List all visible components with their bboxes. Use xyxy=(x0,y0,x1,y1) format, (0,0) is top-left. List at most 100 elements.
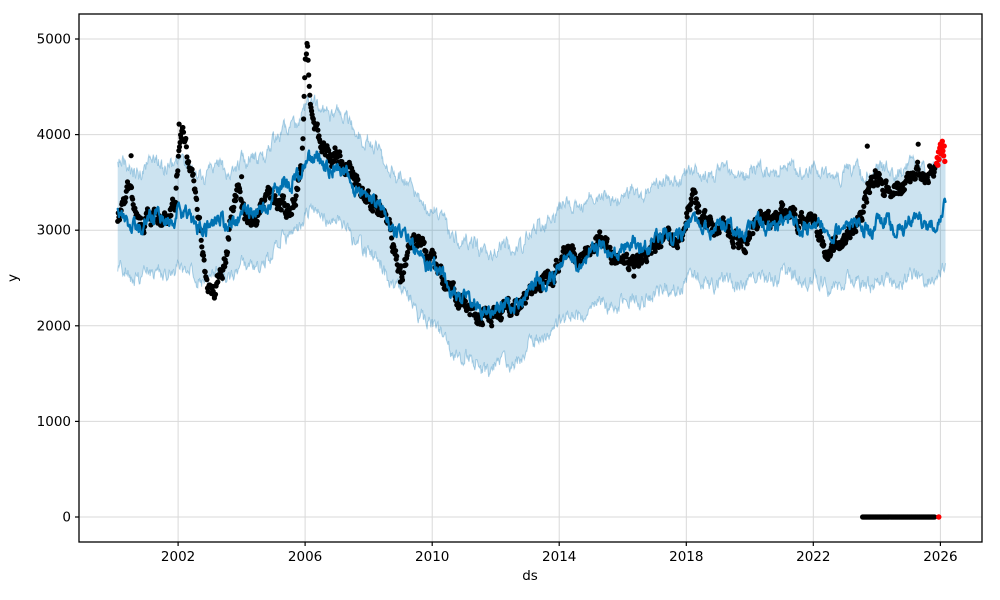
data-point xyxy=(912,176,918,182)
x-tick-label: 2006 xyxy=(288,549,322,565)
data-point xyxy=(168,212,174,219)
data-point xyxy=(750,230,756,237)
data-point xyxy=(553,257,559,263)
data-point xyxy=(315,127,321,133)
data-point xyxy=(818,234,825,241)
red-data-point xyxy=(940,153,947,159)
data-point xyxy=(186,159,192,165)
data-point xyxy=(301,93,307,99)
data-point xyxy=(604,236,610,242)
data-point xyxy=(370,208,376,214)
data-point xyxy=(293,193,299,199)
data-point xyxy=(693,196,699,202)
data-point xyxy=(423,248,429,254)
y-tick-label: 4000 xyxy=(37,127,71,143)
data-point xyxy=(314,121,320,127)
data-point xyxy=(254,218,260,224)
data-point xyxy=(303,51,309,57)
uncertainty-band-upper-edge xyxy=(117,94,946,262)
data-point xyxy=(199,244,205,250)
data-point xyxy=(570,246,577,252)
data-point xyxy=(915,166,921,172)
data-point xyxy=(687,207,693,213)
data-point xyxy=(598,234,604,240)
data-point xyxy=(684,214,690,220)
data-point xyxy=(177,139,183,146)
data-point xyxy=(124,179,131,185)
data-point xyxy=(931,173,937,179)
data-point xyxy=(394,253,400,259)
data-point xyxy=(289,211,295,217)
data-point xyxy=(295,186,301,192)
data-point-outlier xyxy=(631,273,637,279)
data-point xyxy=(180,124,186,131)
y-tick-label: 2000 xyxy=(37,318,71,334)
data-point xyxy=(337,149,343,155)
data-point xyxy=(881,192,888,199)
x-tick-label: 2026 xyxy=(923,549,957,565)
data-point xyxy=(305,57,311,63)
data-point xyxy=(306,83,312,89)
data-point xyxy=(180,129,187,135)
data-point xyxy=(365,188,371,194)
data-point xyxy=(326,147,332,154)
data-point xyxy=(285,202,291,209)
data-point xyxy=(607,244,613,250)
data-point xyxy=(172,199,179,205)
data-point xyxy=(316,133,322,139)
data-point xyxy=(355,177,361,183)
y-tick-label: 1000 xyxy=(37,414,71,430)
data-point xyxy=(190,171,196,177)
data-point xyxy=(212,291,219,297)
uncertainty-band-lower-edge xyxy=(117,202,946,378)
data-point xyxy=(307,92,313,98)
data-point xyxy=(853,229,859,235)
data-point xyxy=(237,189,243,195)
y-tick-label: 3000 xyxy=(37,223,71,239)
data-point xyxy=(130,196,136,202)
data-point xyxy=(821,242,827,248)
red-data-point xyxy=(936,514,942,520)
data-point xyxy=(626,267,632,273)
data-point xyxy=(162,210,168,216)
data-point xyxy=(301,116,307,122)
data-point xyxy=(194,196,200,202)
red-data-point xyxy=(940,148,946,154)
data-point xyxy=(925,179,932,186)
red-data-point xyxy=(936,156,942,163)
data-point-outlier xyxy=(397,279,403,285)
data-point xyxy=(624,251,630,257)
data-point-outlier xyxy=(915,141,921,147)
data-point xyxy=(219,275,225,281)
y-axis-title: y xyxy=(5,274,21,282)
data-point-outlier xyxy=(128,153,134,159)
data-point xyxy=(522,300,529,306)
data-point xyxy=(883,178,889,184)
data-point xyxy=(876,171,882,177)
data-point xyxy=(389,235,395,241)
data-point xyxy=(231,204,237,210)
x-tick-label: 2022 xyxy=(796,549,830,565)
x-tick-label: 2010 xyxy=(415,549,449,565)
data-point xyxy=(299,145,305,151)
data-point xyxy=(405,249,411,255)
data-point xyxy=(895,180,901,186)
zero-data-point xyxy=(932,514,938,520)
y-tick-label: 5000 xyxy=(37,32,71,48)
data-point xyxy=(830,247,837,253)
data-point xyxy=(498,315,504,321)
data-point xyxy=(652,248,658,254)
data-point xyxy=(479,322,486,328)
data-point xyxy=(305,43,311,49)
data-point xyxy=(332,145,338,151)
data-point xyxy=(696,203,702,209)
data-point xyxy=(696,209,702,215)
data-point xyxy=(222,264,228,270)
data-point xyxy=(421,239,427,245)
data-point xyxy=(196,215,203,221)
red-data-point xyxy=(941,143,947,149)
data-point xyxy=(765,208,772,214)
data-point xyxy=(689,199,695,206)
x-axis-title: ds xyxy=(522,568,538,584)
data-point xyxy=(215,279,221,285)
